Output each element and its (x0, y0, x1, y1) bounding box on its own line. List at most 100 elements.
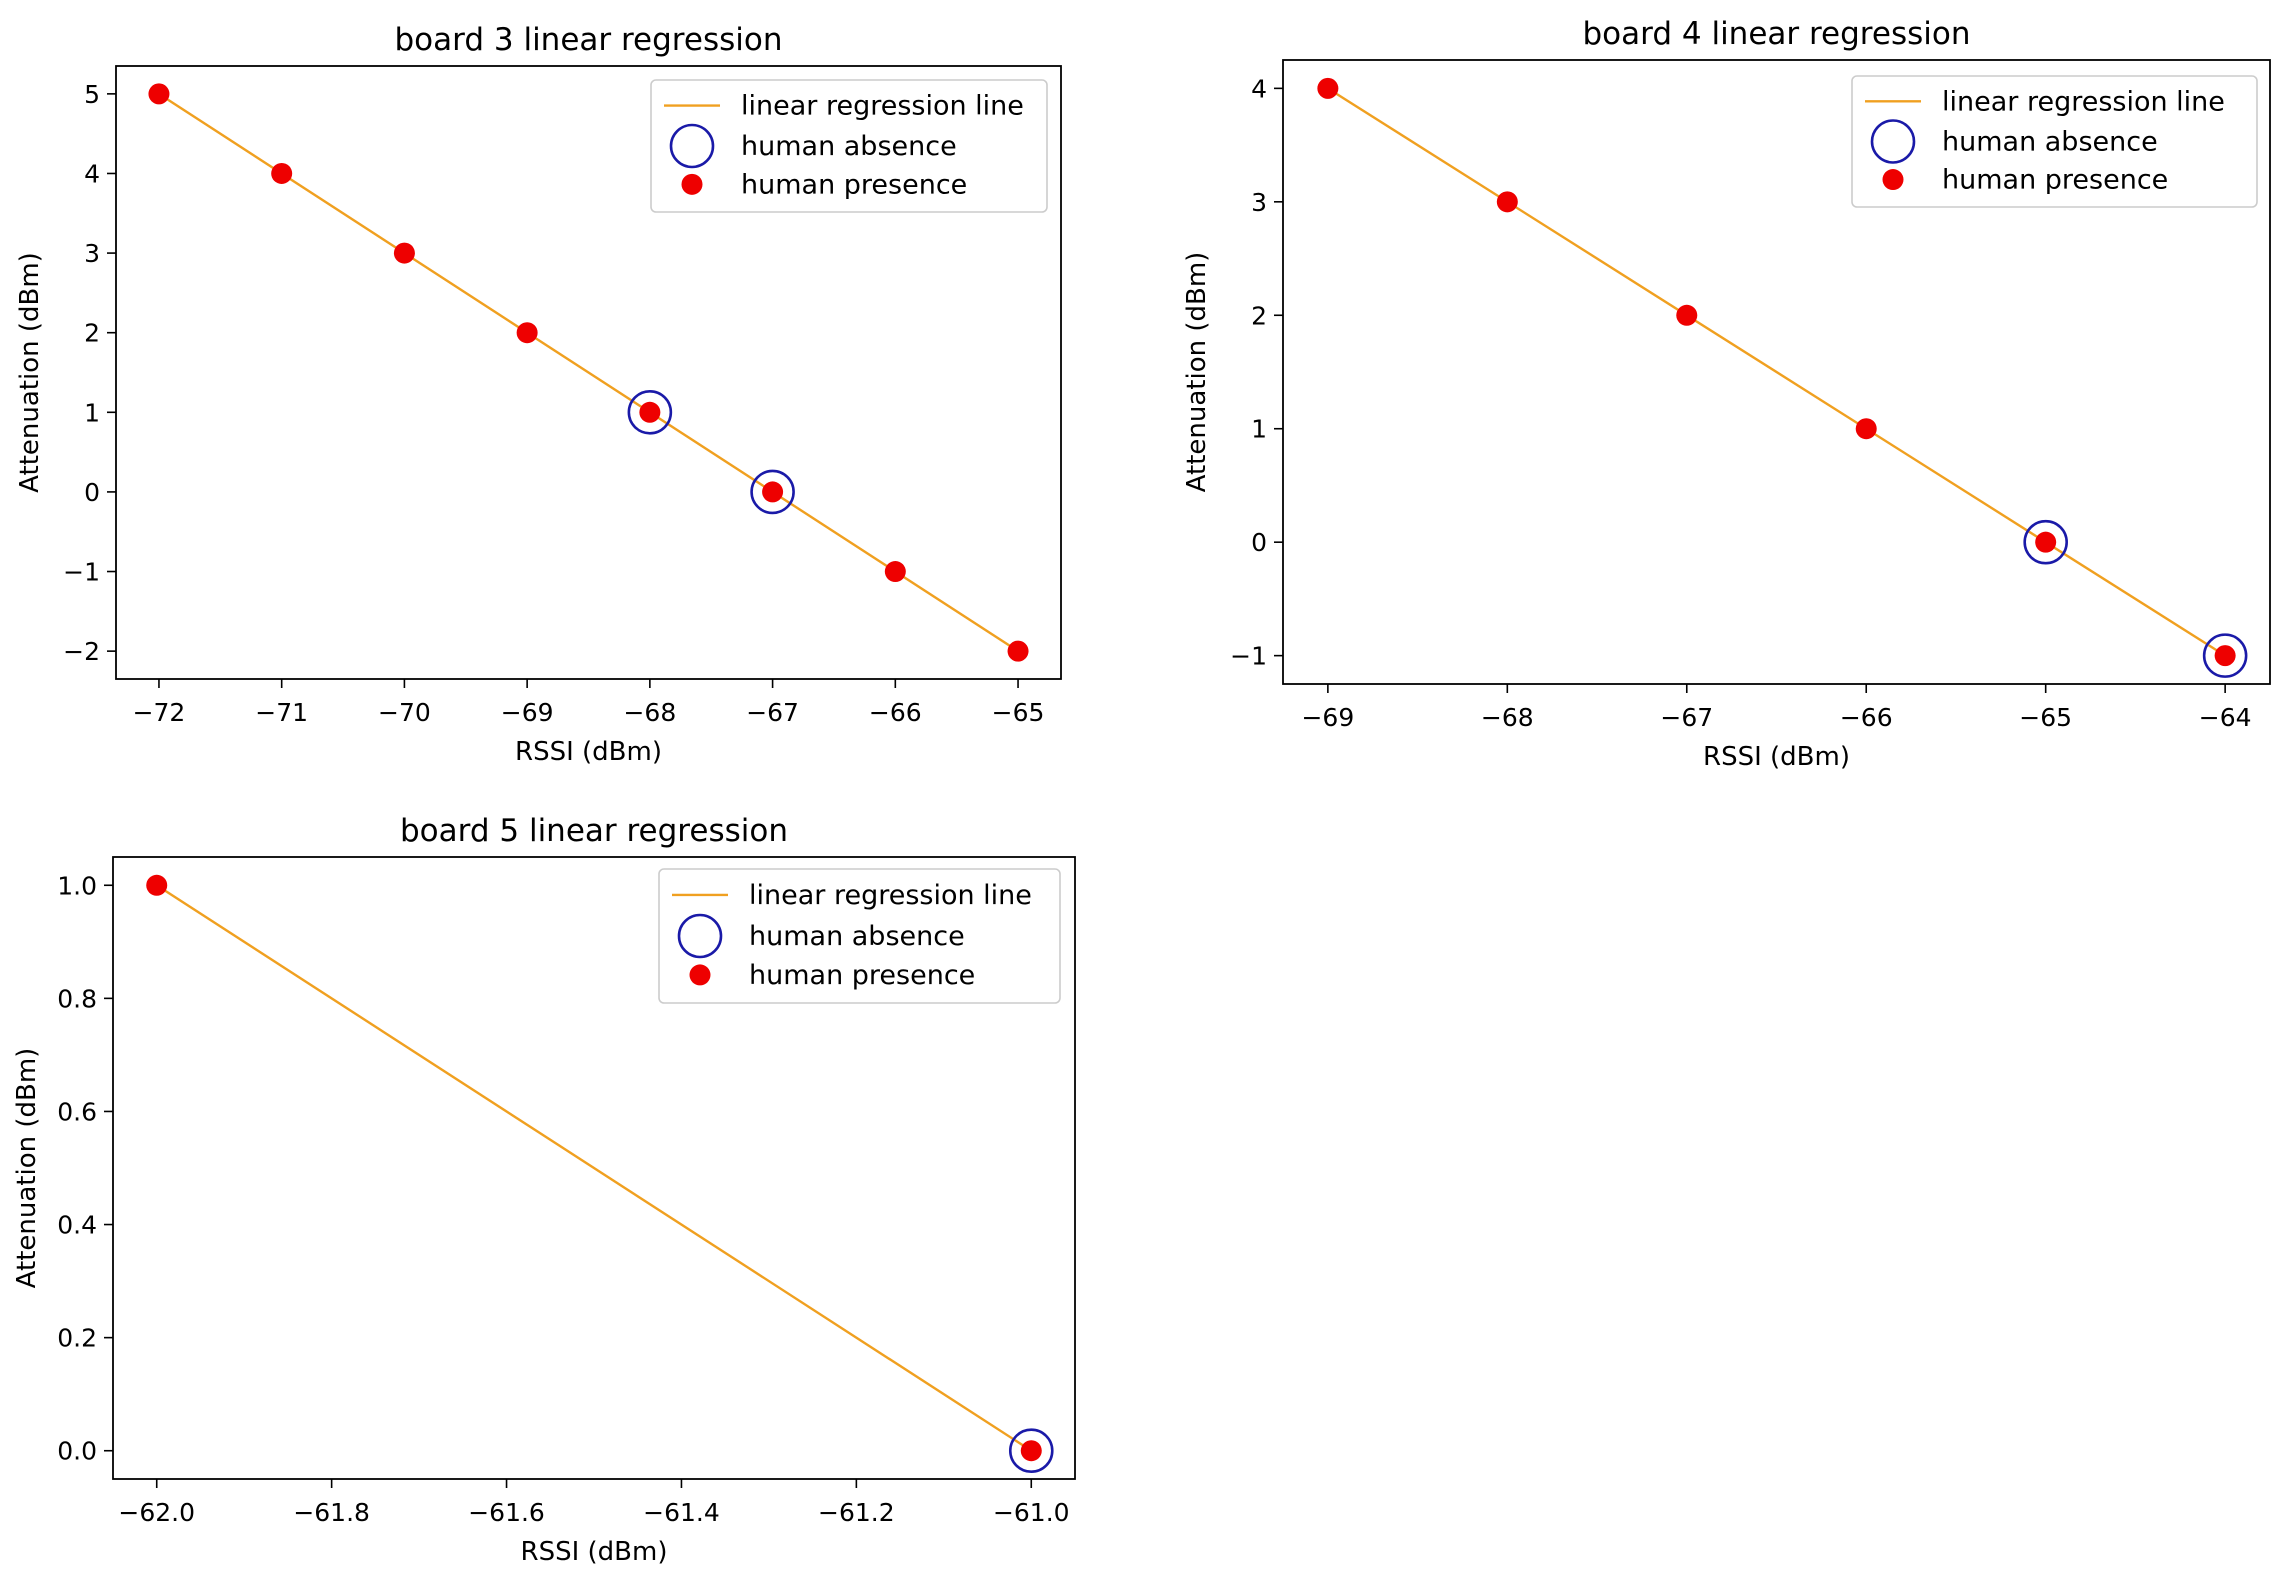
x-axis-label: RSSI (dBm) (1703, 742, 1850, 772)
y-tick-label: 2 (1251, 301, 1267, 330)
human-presence-point (148, 83, 170, 105)
y-axis-label: Attenuation (dBm) (15, 252, 45, 493)
x-tick-label: −68 (1481, 703, 1534, 732)
human-presence-point (393, 242, 415, 264)
legend-label: linear regression line (1942, 86, 2225, 117)
x-tick-label: −62.0 (118, 1498, 195, 1527)
human-presence-point (2214, 645, 2236, 667)
human-presence-point (146, 874, 168, 896)
x-tick-label: −69 (501, 698, 554, 727)
regression-line (1327, 87, 2226, 657)
x-tick-label: −72 (133, 698, 186, 727)
y-axis-label: Attenuation (dBm) (1182, 252, 1212, 493)
legend-label: human absence (749, 921, 965, 952)
plot-frame (115, 65, 1062, 680)
legend-label: human presence (1942, 165, 2168, 196)
y-tick-label: 4 (84, 159, 100, 188)
legend-label: human absence (1942, 127, 2158, 158)
human-presence-point (2035, 531, 2057, 553)
legend-absence-symbol (1870, 119, 1916, 164)
human-presence-point (1317, 77, 1339, 99)
y-tick-label: −1 (63, 558, 100, 587)
legend-box (658, 868, 1061, 1004)
plot-frame (112, 856, 1076, 1480)
legend-box (1851, 75, 2258, 208)
x-tick-label: −65 (2019, 703, 2072, 732)
y-tick-label: 0.6 (57, 1097, 97, 1126)
legend-presence-symbol (689, 964, 711, 986)
human-presence-point (1855, 418, 1877, 440)
y-tick-label: 2 (84, 319, 100, 348)
human-presence-point (1496, 191, 1518, 213)
y-tick-label: 5 (84, 80, 100, 109)
human-presence-point (516, 322, 538, 344)
human-presence-point (1007, 640, 1029, 662)
chart-title: board 4 linear regression (1583, 16, 1971, 52)
legend: linear regression line human absence human… (650, 79, 1048, 213)
human-presence-point (1676, 304, 1698, 326)
chart-3: board 5 linear regression −62.0 −61.8 −61.6… (12, 813, 1076, 1567)
human-presence-point (884, 561, 906, 583)
x-tick-label: −65 (992, 698, 1045, 727)
x-axis-label: RSSI (dBm) (521, 1537, 668, 1567)
x-tick-label: −68 (623, 698, 676, 727)
legend-label: linear regression line (741, 91, 1024, 122)
legend-label: human absence (741, 131, 957, 162)
chart-1: board 3 linear regression −72 −71 −70 −69 −68… (15, 22, 1062, 767)
y-tick-label: −1 (1230, 642, 1267, 671)
x-tick-label: −61.6 (468, 1498, 545, 1527)
x-tick-label: −70 (378, 698, 431, 727)
x-tick-label: −71 (255, 698, 308, 727)
y-tick-label: 4 (1251, 74, 1267, 103)
human-absence-point (1008, 1428, 1054, 1474)
human-absence-point (2202, 633, 2248, 678)
legend-label: human presence (749, 960, 975, 991)
x-axis-label: RSSI (dBm) (515, 737, 662, 767)
x-tick-label: −64 (2199, 703, 2252, 732)
y-tick-label: 0 (84, 478, 100, 507)
x-tick-label: −61.2 (818, 1498, 895, 1527)
y-tick-label: 1 (1251, 415, 1267, 444)
legend-presence-symbol (1882, 169, 1904, 191)
human-presence-point (639, 401, 661, 423)
legend: linear regression line human absence human… (658, 868, 1061, 1004)
human-presence-point (271, 162, 293, 184)
legend-box (650, 79, 1048, 213)
y-tick-label: 3 (84, 239, 100, 268)
x-tick-label: −66 (1840, 703, 1893, 732)
legend-label: human presence (741, 169, 967, 200)
human-absence-point (627, 390, 673, 435)
y-tick-label: 0 (1251, 528, 1267, 557)
chart-title: board 5 linear regression (400, 813, 788, 849)
chart-2: board 4 linear regression −69 −68 −67 −66 −65… (1182, 16, 2271, 772)
human-absence-point (750, 469, 795, 515)
legend-presence-symbol (681, 173, 703, 195)
x-tick-label: −67 (1660, 703, 1713, 732)
human-presence-point (762, 481, 784, 503)
chart-title: board 3 linear regression (395, 22, 783, 58)
regression-line (156, 884, 1032, 1452)
y-tick-label: 1 (84, 398, 100, 427)
legend-absence-symbol (669, 123, 715, 169)
plot-frame (1282, 59, 2271, 685)
y-tick-label: 0.8 (57, 984, 97, 1013)
y-tick-label: −2 (63, 637, 100, 666)
y-tick-label: 1.0 (57, 871, 97, 900)
legend-label: linear regression line (749, 880, 1032, 911)
y-tick-label: 0.4 (57, 1211, 97, 1240)
human-presence-point (1020, 1440, 1042, 1462)
legend: linear regression line human absence human… (1851, 75, 2258, 208)
regression-line (158, 92, 1019, 653)
x-tick-label: −61.4 (643, 1498, 720, 1527)
y-tick-label: 3 (1251, 188, 1267, 217)
x-tick-label: −66 (869, 698, 922, 727)
x-tick-label: −61.8 (293, 1498, 370, 1527)
human-absence-point (2023, 519, 2068, 565)
x-tick-label: −69 (1301, 703, 1354, 732)
x-tick-label: −67 (746, 698, 799, 727)
y-tick-label: 0.0 (57, 1437, 97, 1466)
y-axis-label: Attenuation (dBm) (12, 1048, 42, 1289)
legend-absence-symbol (677, 913, 723, 959)
x-tick-label: −61.0 (993, 1498, 1070, 1527)
